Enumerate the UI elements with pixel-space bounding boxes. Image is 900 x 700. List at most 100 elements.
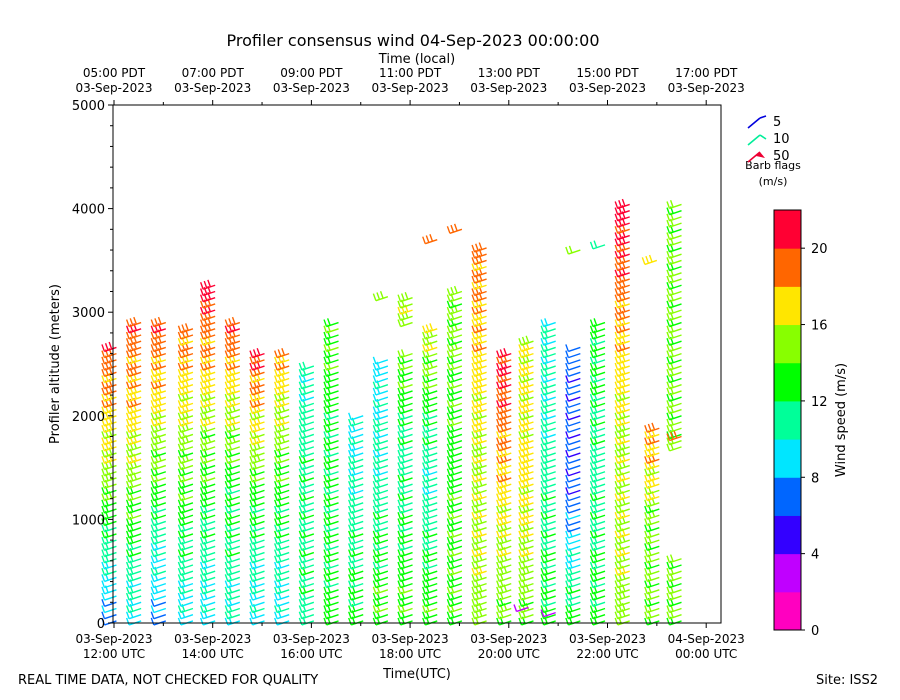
barb-shaft — [301, 545, 315, 552]
barb-shaft — [153, 551, 167, 558]
barb-flag — [397, 580, 402, 588]
barb-shaft — [153, 520, 167, 527]
barb-shaft — [227, 533, 241, 539]
barb-flag — [446, 524, 451, 532]
barb-shaft — [617, 483, 630, 489]
barb-shaft — [669, 203, 682, 210]
barb-shaft — [617, 321, 630, 328]
barb-shaft — [425, 402, 438, 409]
barb-shaft — [617, 533, 630, 539]
barb-shaft — [276, 421, 290, 427]
barb-flag — [518, 337, 523, 346]
barb-shaft — [301, 452, 315, 458]
barb-flag — [274, 462, 278, 470]
barb-shaft — [499, 489, 512, 496]
barb-shaft — [400, 452, 413, 458]
barb-shaft — [592, 558, 606, 564]
barb-flag — [446, 400, 451, 408]
barb-flag — [540, 431, 545, 439]
barb-flag — [475, 243, 479, 252]
barb-flag — [518, 505, 523, 514]
barb-shaft — [180, 340, 194, 346]
barb-shaft — [128, 384, 142, 390]
barb-flag — [496, 350, 500, 358]
barb-flag — [400, 293, 405, 301]
wind-barb — [150, 611, 167, 620]
barb-flag — [471, 406, 476, 414]
barb-flag — [397, 306, 402, 315]
wind-barb — [614, 248, 630, 259]
barb-flag — [199, 431, 204, 439]
barb-shaft — [227, 595, 241, 601]
barb-shaft — [425, 334, 438, 340]
barb-shaft — [449, 545, 463, 552]
wind-barb — [614, 298, 630, 309]
barb-flag — [540, 344, 545, 352]
barb-flag — [589, 241, 594, 250]
barb-shaft — [592, 489, 606, 496]
barb-shaft — [474, 452, 487, 458]
barb-shaft — [227, 365, 241, 371]
barb-flag — [450, 287, 455, 295]
barb-shaft — [104, 446, 117, 452]
barb-shaft — [400, 545, 413, 552]
barb-flag — [397, 462, 402, 470]
barb-shaft — [617, 377, 630, 384]
barb-shaft — [276, 464, 290, 471]
barb-shaft — [647, 595, 660, 601]
barb-flag — [446, 480, 451, 489]
barb-flag — [614, 524, 619, 532]
barb-shaft — [521, 614, 534, 620]
barb-flag — [540, 456, 545, 464]
barb-shaft — [449, 384, 463, 390]
barb-shaft — [276, 384, 290, 390]
barb-shaft — [227, 539, 241, 545]
barb-flag — [614, 201, 619, 209]
barb-flag — [199, 344, 204, 352]
barb-flag — [446, 487, 451, 495]
barb-shaft — [301, 421, 315, 427]
barb-shaft — [128, 371, 142, 377]
barb-shaft — [202, 340, 216, 346]
barb-flag — [644, 518, 648, 526]
barb-flag — [150, 431, 155, 439]
barb-shaft — [449, 290, 463, 297]
barb-flag — [446, 344, 451, 352]
barb-shaft — [227, 489, 241, 496]
barb-flag — [666, 555, 671, 564]
barb-flag — [518, 362, 523, 371]
wind-barb — [565, 543, 581, 552]
barb-flag — [453, 285, 458, 294]
barb-shaft — [400, 384, 413, 390]
barb-flag — [298, 487, 303, 495]
wind-barb — [177, 335, 194, 346]
barb-shaft — [521, 340, 534, 346]
chart-title: Profiler consensus wind 04-Sep-2023 00:0… — [227, 31, 600, 50]
barb-shaft — [375, 545, 389, 552]
barb-shaft — [276, 452, 290, 458]
barb-shaft — [400, 489, 413, 496]
barb-flag — [274, 474, 278, 483]
barb-flag — [298, 456, 303, 464]
barb-flag — [565, 512, 570, 520]
barb-flag — [518, 344, 523, 352]
barb-shaft — [227, 377, 241, 384]
barb-flag — [614, 611, 619, 619]
barb-flag — [252, 349, 257, 357]
barb-shaft — [227, 558, 241, 564]
barb-shaft — [375, 564, 389, 570]
barb-shaft — [202, 352, 216, 359]
barb-flag — [525, 335, 530, 344]
barb-shaft — [568, 539, 581, 545]
barb-shaft — [252, 595, 265, 601]
barb-flag — [471, 306, 476, 315]
barb-shaft — [474, 471, 487, 477]
barb-flag — [348, 487, 352, 495]
barb-flag — [150, 493, 155, 501]
barb-flag — [446, 543, 451, 551]
barb-flag — [397, 543, 402, 551]
barb-flag — [224, 574, 229, 582]
barb-shaft — [592, 570, 606, 576]
barb-flag — [177, 611, 182, 619]
barb-shaft — [543, 427, 556, 433]
